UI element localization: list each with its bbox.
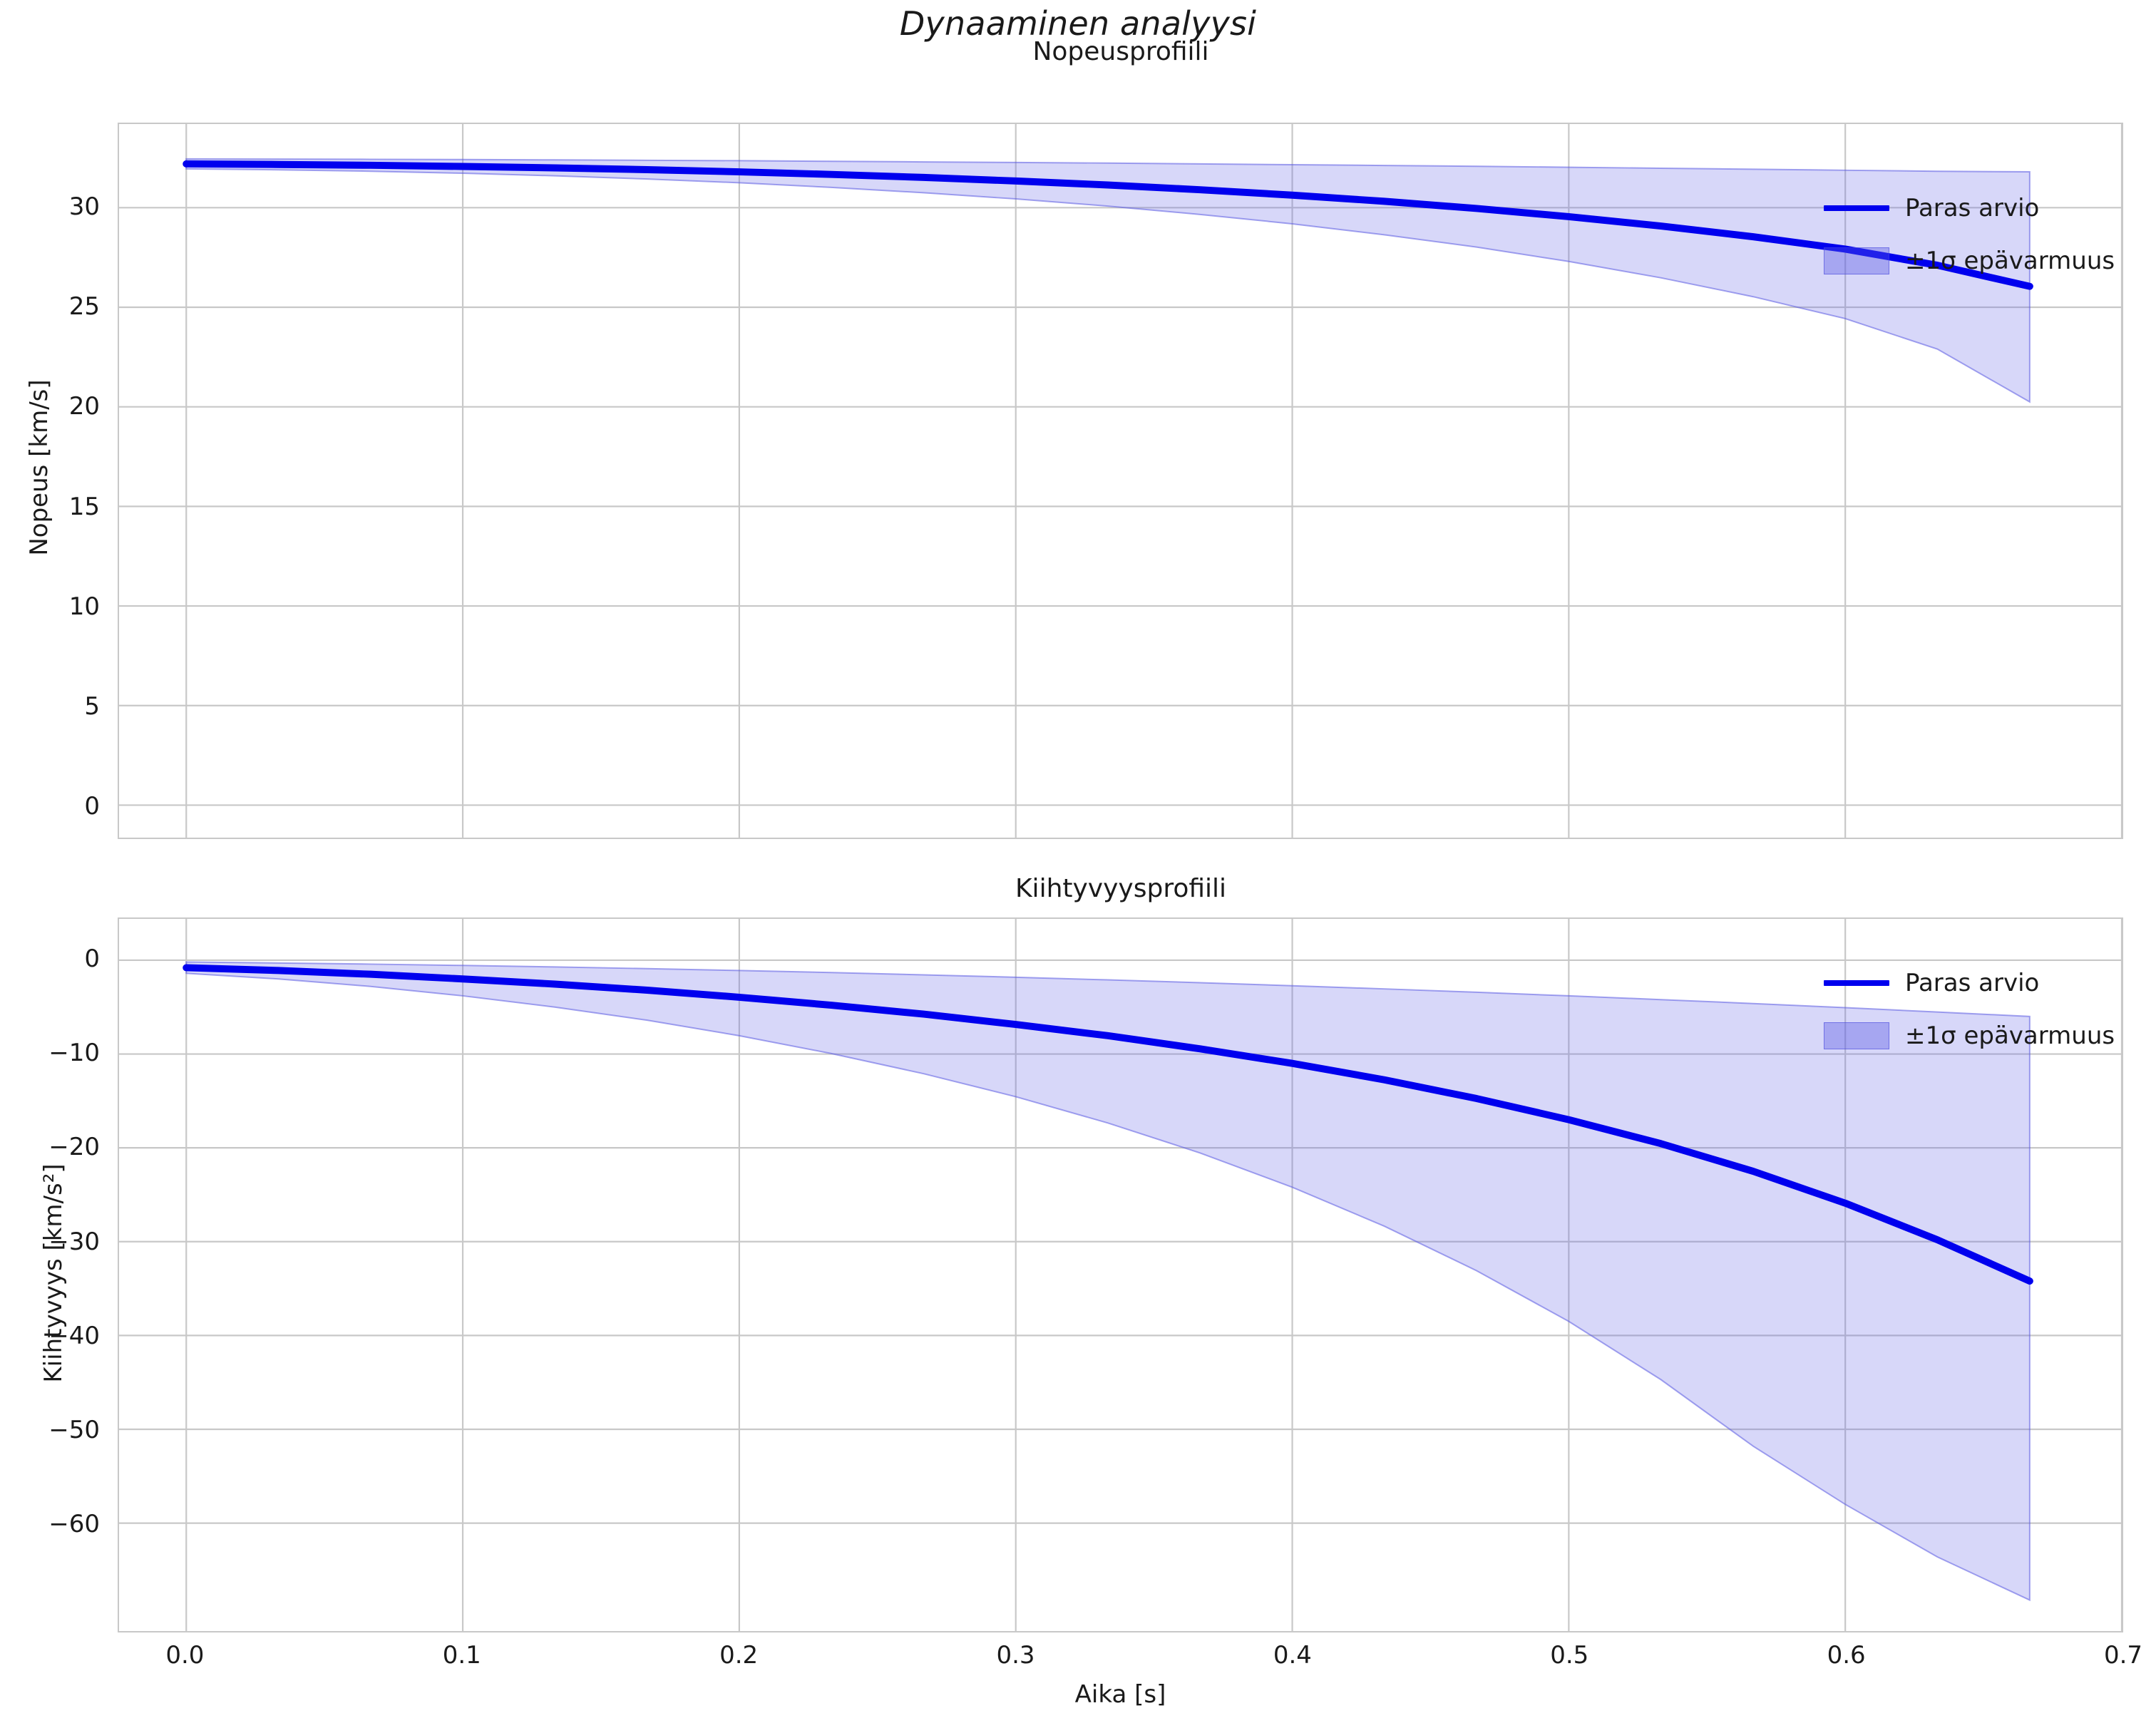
figure-canvas: Dynaaminen analyysi Nopeusprofiili 05101…: [0, 0, 2156, 1728]
x-tick-label: 0.1: [391, 1641, 533, 1670]
line-swatch-icon: [1824, 205, 1889, 211]
line-swatch-icon: [1824, 980, 1889, 986]
velocity-plot-svg: [119, 124, 2122, 838]
acceleration-legend: Paras arvio ±1σ epävarmuus: [1824, 966, 2115, 1053]
y-tick-label: 30: [0, 192, 100, 221]
x-axis-label: Aika [s]: [118, 1680, 2123, 1709]
velocity-axis-label: Nopeus [km/s]: [25, 354, 53, 582]
x-tick-label: 0.2: [667, 1641, 810, 1670]
band-swatch-icon: [1824, 1022, 1889, 1049]
x-tick-label: 0.0: [113, 1641, 256, 1670]
band-swatch-icon: [1824, 247, 1889, 274]
y-tick-label: 5: [0, 692, 100, 721]
x-tick-labels: 0.0 0.1 0.2 0.3 0.4 0.5 0.6 0.7: [0, 1641, 2156, 1677]
legend-entry-best-estimate: Paras arvio: [1824, 191, 2115, 225]
acceleration-plot-area[interactable]: [118, 917, 2123, 1632]
x-tick-label: 0.3: [945, 1641, 1087, 1670]
acceleration-panel-title: Kiihtyvyysprofiili: [118, 874, 2124, 903]
acceleration-axis-label: Kiihtyvyys [km/s²]: [39, 1138, 68, 1409]
y-tick-label: 25: [0, 292, 100, 321]
velocity-legend: Paras arvio ±1σ epävarmuus: [1824, 191, 2115, 278]
velocity-plot-area[interactable]: [118, 123, 2123, 839]
y-tick-label: 10: [0, 592, 100, 621]
x-tick-label: 0.5: [1498, 1641, 1641, 1670]
x-tick-label: 0.7: [2052, 1641, 2156, 1670]
legend-entry-best-estimate: Paras arvio: [1824, 966, 2115, 1000]
y-tick-label: −60: [0, 1510, 100, 1538]
legend-entry-uncertainty: ±1σ epävarmuus: [1824, 1019, 2115, 1053]
legend-label-uncertainty: ±1σ epävarmuus: [1905, 1022, 2115, 1050]
y-tick-label: −10: [0, 1039, 100, 1067]
velocity-panel-title: Nopeusprofiili: [118, 37, 2124, 66]
y-tick-label: 0: [0, 792, 100, 821]
legend-entry-uncertainty: ±1σ epävarmuus: [1824, 244, 2115, 278]
legend-label-best-estimate: Paras arvio: [1905, 969, 2039, 997]
y-tick-label: −50: [0, 1416, 100, 1444]
y-tick-label: 0: [0, 945, 100, 973]
legend-label-uncertainty: ±1σ epävarmuus: [1905, 247, 2115, 275]
legend-label-best-estimate: Paras arvio: [1905, 194, 2039, 222]
x-tick-label: 0.4: [1221, 1641, 1364, 1670]
acceleration-plot-svg: [119, 919, 2122, 1631]
x-tick-label: 0.6: [1775, 1641, 1918, 1670]
